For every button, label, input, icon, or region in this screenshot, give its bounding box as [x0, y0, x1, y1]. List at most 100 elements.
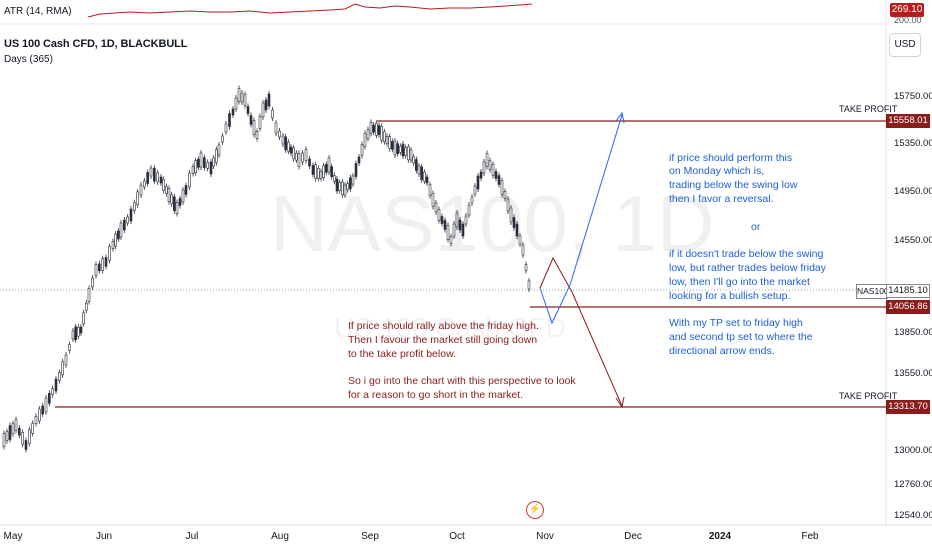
candle-body: [314, 164, 317, 179]
candle-body: [34, 416, 38, 424]
candle-body: [246, 106, 250, 114]
candle-body: [224, 123, 228, 133]
candle-body: [197, 159, 200, 168]
candle-body: [243, 94, 247, 106]
candle-body: [401, 143, 405, 157]
symbol-watermark: NAS100, 1D: [270, 179, 715, 268]
candle-body: [237, 88, 241, 102]
candle-body: [458, 219, 462, 231]
candle-body: [431, 193, 435, 207]
candle-body: [18, 427, 21, 436]
candle-body: [292, 147, 295, 160]
candle-body: [215, 149, 218, 163]
candle-body: [399, 146, 402, 153]
bullish-arrowhead: [615, 111, 625, 124]
candle-body: [409, 149, 413, 161]
candle-body: [111, 241, 115, 249]
candle-body: [506, 198, 510, 212]
candle-body: [311, 165, 315, 175]
candles: [2, 85, 531, 453]
candle-body: [123, 219, 126, 231]
candle-body: [133, 202, 136, 211]
candle-body: [363, 133, 367, 147]
candle-body: [485, 153, 489, 167]
currency-button[interactable]: USD: [889, 33, 921, 57]
candle-body: [503, 191, 507, 199]
candle-body: [143, 180, 146, 188]
red-note-line: If price should rally above the friday h…: [348, 320, 539, 332]
candle-body: [108, 246, 111, 261]
candle-body: [98, 263, 101, 272]
candle-body: [304, 149, 308, 161]
candle-body: [258, 116, 262, 129]
x-tick: Dec: [624, 531, 642, 542]
candle-body: [5, 431, 9, 442]
name-watermark: US 100 Cash CFD: [334, 312, 566, 343]
blue-note-line: directional arrow ends.: [669, 345, 775, 357]
last-price-tag: 14185.10: [886, 284, 930, 298]
candle-body: [281, 135, 285, 145]
candle-body: [415, 159, 418, 171]
blue-note-line: if price should perform this: [669, 152, 793, 164]
candle-body: [51, 388, 54, 395]
chart-title[interactable]: US 100 Cash CFD, 1D, BLACKBULL: [4, 38, 188, 50]
candle-body: [209, 161, 213, 175]
tp-upper-price-tag: 15558.01: [886, 114, 930, 128]
candle-body: [317, 168, 320, 179]
candle-body: [380, 126, 383, 141]
candle-body: [64, 354, 68, 366]
candle-body: [338, 182, 341, 191]
candle-body: [184, 185, 188, 195]
candle-body: [252, 120, 256, 135]
candle-body: [515, 223, 519, 237]
candle-body: [308, 158, 311, 167]
candle-body: [488, 160, 492, 170]
chart-subtitle: Days (365): [4, 54, 53, 65]
candle-body: [412, 156, 415, 164]
candle-body: [357, 156, 361, 164]
x-tick: 2024: [708, 531, 732, 542]
bearish-arrowhead: [615, 396, 625, 409]
atr-indicator-label[interactable]: ATR (14, RMA): [4, 6, 72, 17]
candle-body: [101, 258, 104, 271]
x-tick: Aug: [271, 531, 289, 542]
candle-body: [178, 198, 182, 206]
candle-body: [206, 162, 209, 169]
candle-body: [284, 136, 287, 151]
candle-body: [162, 179, 165, 191]
candle-body: [156, 172, 159, 183]
red-note-line: for a reason to go short in the market.: [348, 389, 524, 401]
candle-body: [44, 397, 48, 413]
candle-body: [274, 122, 278, 134]
candle-body: [181, 189, 185, 203]
candle-body: [126, 216, 129, 224]
lightning-icon[interactable]: ⚡: [526, 501, 544, 519]
candle-body: [146, 172, 149, 184]
candle-body: [393, 140, 397, 156]
candle-body: [228, 113, 231, 127]
blue-note-line: then I favor a reversal.: [669, 193, 774, 205]
candle-body: [85, 302, 88, 311]
x-tick: Sep: [361, 531, 379, 542]
candle-body: [267, 93, 271, 107]
candle-body: [203, 157, 206, 168]
candle-body: [297, 153, 301, 167]
candle-body: [264, 99, 268, 111]
candle-body: [119, 222, 123, 238]
candle-body: [261, 102, 265, 118]
candle-body: [369, 122, 373, 134]
red-note-line: So i go into the chart with this perspec…: [348, 375, 576, 387]
candle-body: [8, 425, 12, 440]
blue-note-line: low, then I'll go into the market: [669, 276, 810, 288]
candle-body: [11, 423, 15, 435]
candle-body: [335, 178, 339, 192]
candle-body: [464, 215, 468, 225]
candle-body: [455, 212, 459, 228]
candle-body: [217, 144, 221, 156]
candle-body: [346, 183, 349, 190]
candle-body: [167, 188, 171, 202]
atr-axis-tick: 200.00: [894, 15, 922, 25]
candle-body: [417, 165, 421, 175]
candle-body: [31, 423, 34, 434]
